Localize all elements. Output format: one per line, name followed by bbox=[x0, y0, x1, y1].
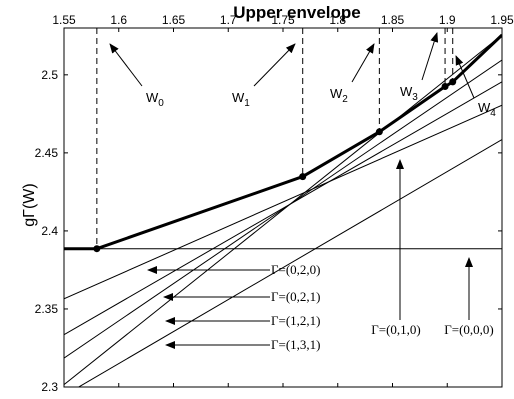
y-tick-label: 2.45 bbox=[35, 146, 59, 160]
plot-area: 1.55 1.6 1.65 1.7 1.75 1.8 1.85 1.9 1.95 2.3 2.35 2… bbox=[35, 13, 514, 394]
w-label-2: W2 bbox=[330, 86, 348, 105]
y-tick-label: 2.3 bbox=[41, 380, 58, 394]
w-subscript: 1 bbox=[244, 98, 250, 109]
w-subscript: 2 bbox=[342, 94, 348, 105]
w-label-4: W4 bbox=[478, 100, 496, 119]
y-tick-label: 2.4 bbox=[41, 224, 58, 238]
x-tick-label: 1.75 bbox=[271, 13, 295, 27]
series-line-1 bbox=[77, 139, 502, 387]
axes-box bbox=[63, 27, 503, 388]
w-subscript: 3 bbox=[412, 92, 418, 103]
gamma-up-label-0: Γ=(0,1,0) bbox=[371, 322, 421, 337]
breakpoint-dot-1 bbox=[299, 173, 307, 181]
w-arrow-0 bbox=[109, 43, 143, 87]
x-tick-label: 1.6 bbox=[110, 13, 127, 27]
breakpoint-dot-0 bbox=[93, 245, 101, 253]
envelope-line bbox=[64, 33, 502, 251]
gamma-up-label-1: Γ=(0,0,0) bbox=[444, 322, 494, 337]
gamma-label-3: Γ=(1,3,1) bbox=[271, 337, 321, 352]
series-line-4 bbox=[64, 59, 502, 359]
w-label-0: W0 bbox=[146, 90, 164, 109]
w-subscript: 4 bbox=[490, 108, 496, 119]
y-tick-label: 2.35 bbox=[35, 302, 59, 316]
x-tick-label: 1.8 bbox=[329, 13, 346, 27]
x-tick-label: 1.55 bbox=[52, 13, 76, 27]
series-line-2 bbox=[64, 104, 502, 300]
chart-title: Upper envelope bbox=[233, 3, 361, 22]
w-label-3: W3 bbox=[400, 84, 418, 103]
x-tick-label: 1.95 bbox=[490, 13, 514, 27]
w-arrow-3 bbox=[421, 32, 439, 81]
series-line-5 bbox=[64, 34, 502, 386]
w-arrow-1 bbox=[253, 43, 296, 87]
breakpoint-dot-4 bbox=[449, 78, 457, 86]
w-arrow-2 bbox=[351, 43, 375, 83]
x-tick-label: 1.85 bbox=[381, 13, 405, 27]
x-tick-label: 1.65 bbox=[162, 13, 186, 27]
y-axis-label: gΓ(W) bbox=[21, 183, 38, 226]
w-label-1: W1 bbox=[232, 90, 250, 109]
gamma-label-0: Γ=(0,2,0) bbox=[271, 262, 321, 277]
x-tick-label: 1.7 bbox=[220, 13, 237, 27]
gamma-label-1: Γ=(0,2,1) bbox=[271, 289, 321, 304]
x-tick-label: 1.9 bbox=[439, 13, 456, 27]
w-arrow-4 bbox=[455, 55, 475, 99]
breakpoint-dot-2 bbox=[375, 128, 383, 136]
w-subscript: 0 bbox=[158, 98, 164, 109]
gamma-label-2: Γ=(1,2,1) bbox=[271, 313, 321, 328]
series-line-3 bbox=[64, 81, 502, 336]
breakpoint-dot-3 bbox=[441, 83, 449, 91]
y-tick-label: 2.5 bbox=[41, 68, 58, 82]
